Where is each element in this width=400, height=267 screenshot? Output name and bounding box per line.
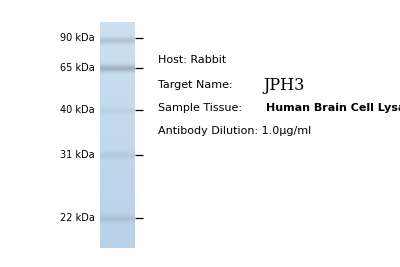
- Text: Human Brain Cell Lysate: Human Brain Cell Lysate: [266, 103, 400, 113]
- Text: 31 kDa: 31 kDa: [60, 150, 95, 160]
- Text: Sample Tissue:: Sample Tissue:: [158, 103, 242, 113]
- Text: 22 kDa: 22 kDa: [60, 213, 95, 223]
- Text: Target Name:: Target Name:: [158, 80, 240, 90]
- Text: 65 kDa: 65 kDa: [60, 63, 95, 73]
- Text: 40 kDa: 40 kDa: [60, 105, 95, 115]
- Text: 90 kDa: 90 kDa: [60, 33, 95, 43]
- Text: JPH3: JPH3: [263, 77, 305, 93]
- Text: Antibody Dilution: 1.0μg/ml: Antibody Dilution: 1.0μg/ml: [158, 126, 311, 136]
- Text: Host: Rabbit: Host: Rabbit: [158, 55, 226, 65]
